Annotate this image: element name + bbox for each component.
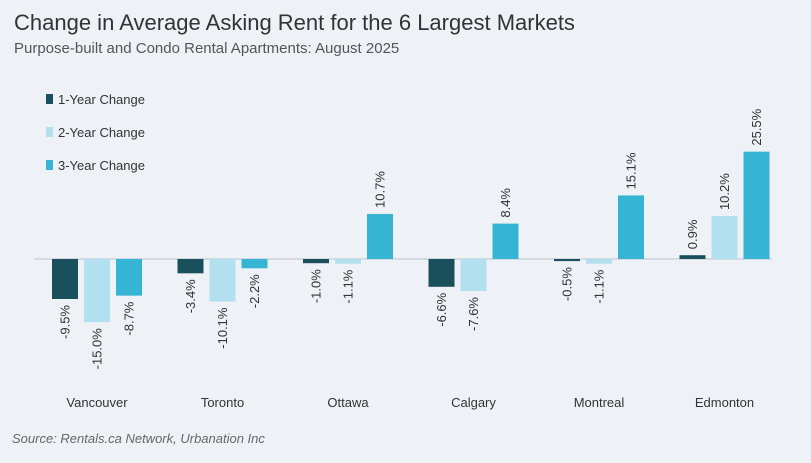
- legend-label-2-year: 2-Year Change: [58, 124, 145, 140]
- data-label-edmonton-3-year: 25.5%: [749, 108, 764, 145]
- legend-label-3-year: 3-Year Change: [58, 157, 145, 173]
- bar-toronto-1-year: [177, 259, 204, 274]
- bar-calgary-3-year: [492, 223, 519, 259]
- bar-ottawa-2-year: [335, 259, 361, 264]
- data-label-vancouver-3-year: -8.7%: [122, 301, 137, 335]
- bar-calgary-1-year: [428, 259, 455, 287]
- data-label-toronto-1-year: -3.4%: [183, 279, 198, 313]
- data-label-calgary-1-year: -6.6%: [434, 292, 449, 326]
- bar-montreal-3-year: [618, 195, 644, 259]
- data-label-ottawa-2-year: -1.1%: [341, 269, 356, 303]
- bar-edmonton-3-year: [743, 151, 770, 259]
- bar-edmonton-1-year: [679, 255, 706, 259]
- data-label-montreal-2-year: -1.1%: [592, 269, 607, 303]
- legend-swatch-2-year: [46, 127, 53, 137]
- data-label-toronto-3-year: -2.2%: [247, 274, 262, 308]
- data-label-montreal-1-year: -0.5%: [560, 267, 575, 301]
- data-label-toronto-2-year: -10.1%: [215, 307, 230, 349]
- bar-ottawa-1-year: [303, 259, 329, 264]
- legend-swatch-3-year: [46, 160, 53, 170]
- data-label-calgary-2-year: -7.6%: [466, 297, 481, 331]
- category-label-calgary: Calgary: [451, 395, 496, 410]
- category-label-vancouver: Vancouver: [66, 395, 128, 410]
- data-label-vancouver-1-year: -9.5%: [58, 305, 73, 339]
- legend-item-2-year: 2-Year Change: [46, 123, 145, 141]
- data-label-montreal-3-year: 15.1%: [624, 152, 639, 189]
- bar-calgary-2-year: [460, 259, 487, 291]
- data-label-ottawa-1-year: -1.0%: [309, 269, 324, 303]
- category-label-ottawa: Ottawa: [327, 395, 369, 410]
- data-label-ottawa-3-year: 10.7%: [373, 171, 388, 208]
- category-label-edmonton: Edmonton: [695, 395, 754, 410]
- bar-edmonton-2-year: [711, 216, 738, 259]
- chart-subtitle: Purpose-built and Condo Rental Apartment…: [14, 40, 400, 57]
- legend-swatch-1-year: [46, 94, 53, 104]
- bar-vancouver-2-year: [84, 259, 110, 323]
- legend-item-1-year: 1-Year Change: [46, 90, 145, 108]
- category-label-toronto: Toronto: [201, 395, 244, 410]
- source-note: Source: Rentals.ca Network, Urbanation I…: [12, 431, 265, 446]
- chart-legend: 1-Year Change 2-Year Change 3-Year Chang…: [46, 90, 145, 189]
- data-label-edmonton-1-year: 0.9%: [685, 219, 700, 249]
- legend-label-1-year: 1-Year Change: [58, 91, 145, 107]
- bar-vancouver-1-year: [52, 259, 78, 299]
- data-label-vancouver-2-year: -15.0%: [90, 328, 105, 370]
- bar-vancouver-3-year: [116, 259, 142, 296]
- bar-montreal-2-year: [586, 259, 612, 264]
- data-label-edmonton-2-year: 10.2%: [717, 173, 732, 210]
- data-label-calgary-3-year: 8.4%: [498, 188, 513, 218]
- bar-ottawa-3-year: [367, 213, 393, 259]
- category-label-montreal: Montreal: [574, 395, 625, 410]
- bar-toronto-3-year: [241, 259, 268, 269]
- legend-item-3-year: 3-Year Change: [46, 156, 145, 174]
- bar-toronto-2-year: [209, 259, 236, 302]
- chart-title: Change in Average Asking Rent for the 6 …: [14, 10, 575, 35]
- bar-montreal-1-year: [554, 259, 580, 262]
